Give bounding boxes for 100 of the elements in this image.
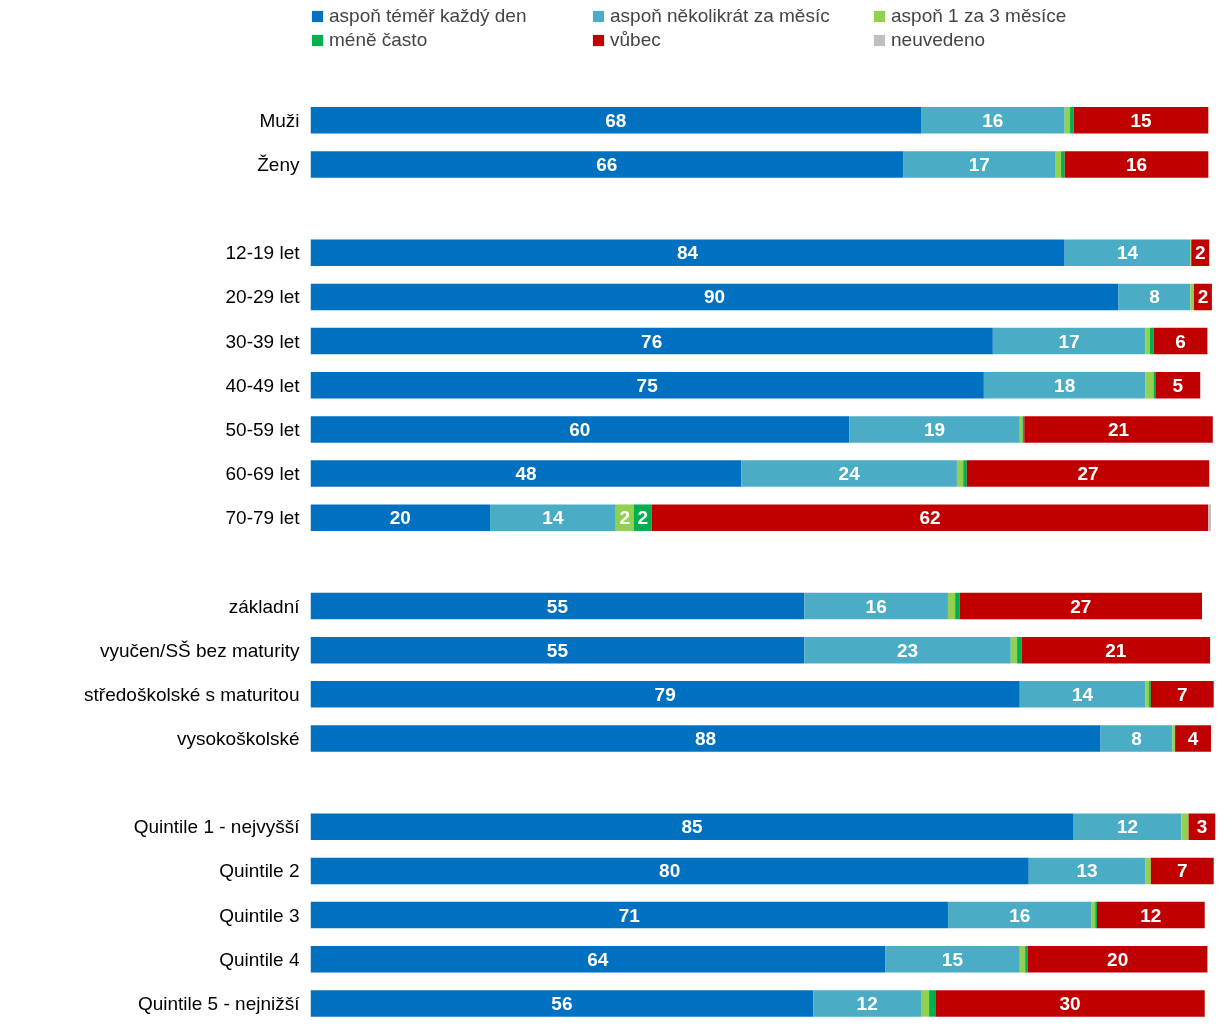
y-tick-label: 50-59 let	[225, 418, 301, 440]
bar	[1153, 327, 1208, 355]
bar	[1145, 857, 1151, 885]
data-label: 90	[703, 286, 726, 308]
bar	[310, 504, 491, 531]
bar	[947, 592, 956, 620]
y-tick-label: Ženy	[257, 153, 300, 175]
bar	[1175, 725, 1212, 752]
data-label: 13	[1076, 860, 1098, 882]
data-label: 2	[637, 507, 648, 529]
data-label: 8	[1131, 727, 1142, 749]
bar	[310, 107, 922, 134]
bar	[310, 681, 1020, 708]
bar	[1019, 946, 1026, 973]
data-label: 3	[1196, 816, 1208, 838]
data-label: 48	[515, 463, 537, 485]
data-label: 56	[551, 992, 573, 1014]
bar	[804, 592, 948, 620]
bar	[1017, 636, 1022, 664]
legend-label: neuvedeno	[891, 29, 987, 51]
data-label: 12	[856, 992, 878, 1014]
y-tick-label: 60-69 let	[225, 463, 301, 485]
bar	[310, 636, 805, 664]
bar	[651, 504, 1209, 531]
data-label: 75	[636, 374, 659, 396]
data-label: 23	[896, 639, 919, 661]
bar	[741, 460, 957, 487]
data-label: 15	[941, 948, 964, 970]
bar	[1064, 239, 1191, 267]
data-label: 18	[1054, 374, 1076, 396]
bar	[310, 283, 1119, 311]
bar	[921, 990, 930, 1017]
data-label: 55	[546, 595, 569, 617]
data-label: 20	[389, 507, 411, 529]
legend-label: méně často	[329, 29, 429, 51]
bar	[1150, 857, 1214, 885]
data-label: 4	[1187, 727, 1199, 749]
bar	[1027, 946, 1208, 973]
data-label: 12	[1140, 904, 1162, 926]
data-label: 14	[1072, 683, 1094, 705]
bar	[310, 371, 984, 399]
bar	[813, 990, 922, 1017]
bar	[935, 990, 1205, 1017]
bar	[1064, 107, 1071, 134]
data-label: 14	[1116, 242, 1139, 264]
bar	[1010, 636, 1018, 664]
bar	[849, 416, 1020, 443]
y-tick-label: Quintile 2	[219, 860, 300, 882]
data-label: 76	[641, 330, 663, 352]
data-label: 68	[605, 109, 627, 131]
bar	[1028, 857, 1146, 885]
y-tick-label: středoškolské s maturitou	[84, 683, 300, 705]
bar	[992, 327, 1146, 355]
y-tick-label: základní	[228, 595, 301, 617]
data-label: 62	[919, 507, 941, 529]
data-label: 80	[659, 860, 681, 882]
data-label: 71	[618, 904, 641, 926]
data-label: 5	[1172, 374, 1184, 396]
data-label: 7	[1177, 860, 1188, 882]
bar	[966, 460, 1210, 487]
data-label: 19	[923, 418, 946, 440]
data-label: 20	[1107, 948, 1129, 970]
bar	[1096, 901, 1205, 929]
bar	[310, 327, 993, 355]
bar	[1150, 681, 1214, 708]
data-label: 7	[1177, 683, 1188, 705]
data-label: 16	[1009, 904, 1031, 926]
bar	[490, 504, 616, 531]
bar	[804, 636, 1011, 664]
y-tick-label: 20-29 let	[225, 286, 301, 308]
bar	[1145, 371, 1154, 399]
data-label: 14	[542, 507, 564, 529]
bar	[955, 592, 960, 620]
data-label: 60	[569, 418, 591, 440]
bar	[1064, 151, 1209, 178]
bar	[1055, 151, 1062, 178]
y-tick-label: 30-39 let	[225, 330, 301, 352]
bar	[1190, 283, 1194, 311]
bar	[1070, 107, 1074, 134]
bar	[1024, 416, 1213, 443]
y-tick-label: 12-19 let	[225, 242, 301, 264]
bar	[310, 946, 886, 973]
bar	[310, 857, 1029, 885]
bar	[310, 460, 742, 487]
data-label: 16	[1125, 153, 1148, 175]
bar	[310, 725, 1101, 752]
bar	[1019, 681, 1146, 708]
data-label: 79	[654, 683, 676, 705]
bar	[1118, 283, 1191, 311]
bar	[1208, 504, 1212, 531]
bar	[963, 460, 967, 487]
data-label: 66	[596, 153, 618, 175]
bar	[921, 107, 1065, 134]
y-tick-label: Quintile 3	[219, 904, 300, 926]
y-tick-label: Muži	[259, 109, 300, 131]
data-label: 2	[619, 507, 631, 529]
data-label: 16	[982, 109, 1004, 131]
data-label: 88	[694, 727, 717, 749]
legend-label: aspoň téměř každý den	[329, 5, 528, 27]
y-tick-label: 70-79 let	[225, 507, 301, 529]
